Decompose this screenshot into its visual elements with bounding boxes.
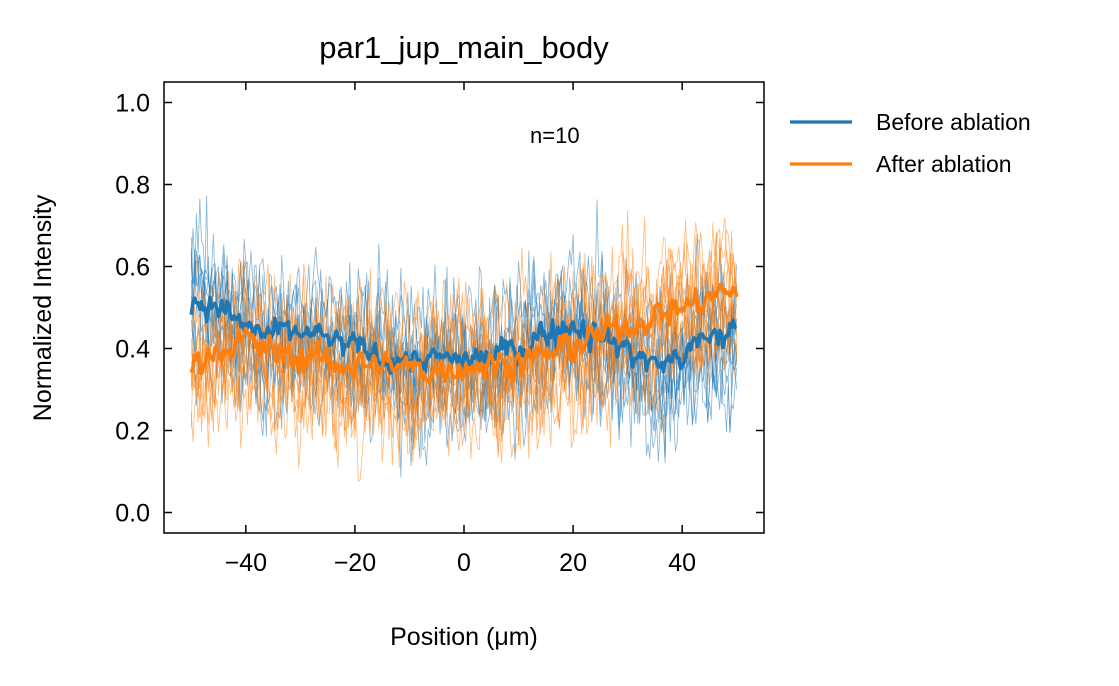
n-annotation: n=10 — [530, 123, 580, 148]
trace-line-after-8 — [190, 216, 738, 399]
y-tick-label: 0.6 — [115, 254, 150, 282]
mean-lines — [189, 282, 739, 385]
legend: Before ablation After ablation — [790, 109, 1031, 177]
axis-ticks: −40 −20 0 20 40 0.0 0.2 0.4 0.6 0.8 1.0 — [115, 82, 764, 577]
legend-label-before: Before ablation — [876, 109, 1031, 135]
y-tick-label: 0.4 — [115, 336, 150, 364]
x-tick-label: −20 — [334, 549, 376, 577]
individual-traces — [190, 195, 738, 482]
y-axis-label: Normalized Intensity — [29, 194, 57, 421]
y-tick-label: 0.8 — [115, 172, 150, 200]
y-tick-label: 0.0 — [115, 500, 150, 528]
x-tick-label: 20 — [559, 549, 587, 577]
mean-line-after — [189, 282, 739, 385]
y-tick-label: 1.0 — [115, 90, 150, 118]
mean-line-before — [189, 295, 738, 377]
x-tick-label: 0 — [457, 549, 471, 577]
chart-title: par1_jup_main_body — [319, 30, 609, 65]
legend-label-after: After ablation — [876, 151, 1012, 177]
x-tick-label: −40 — [225, 549, 267, 577]
x-tick-label: 40 — [668, 549, 696, 577]
y-tick-label: 0.2 — [115, 418, 150, 446]
trace-line-before-8 — [191, 268, 738, 478]
x-axis-label: Position (μm) — [390, 623, 538, 651]
